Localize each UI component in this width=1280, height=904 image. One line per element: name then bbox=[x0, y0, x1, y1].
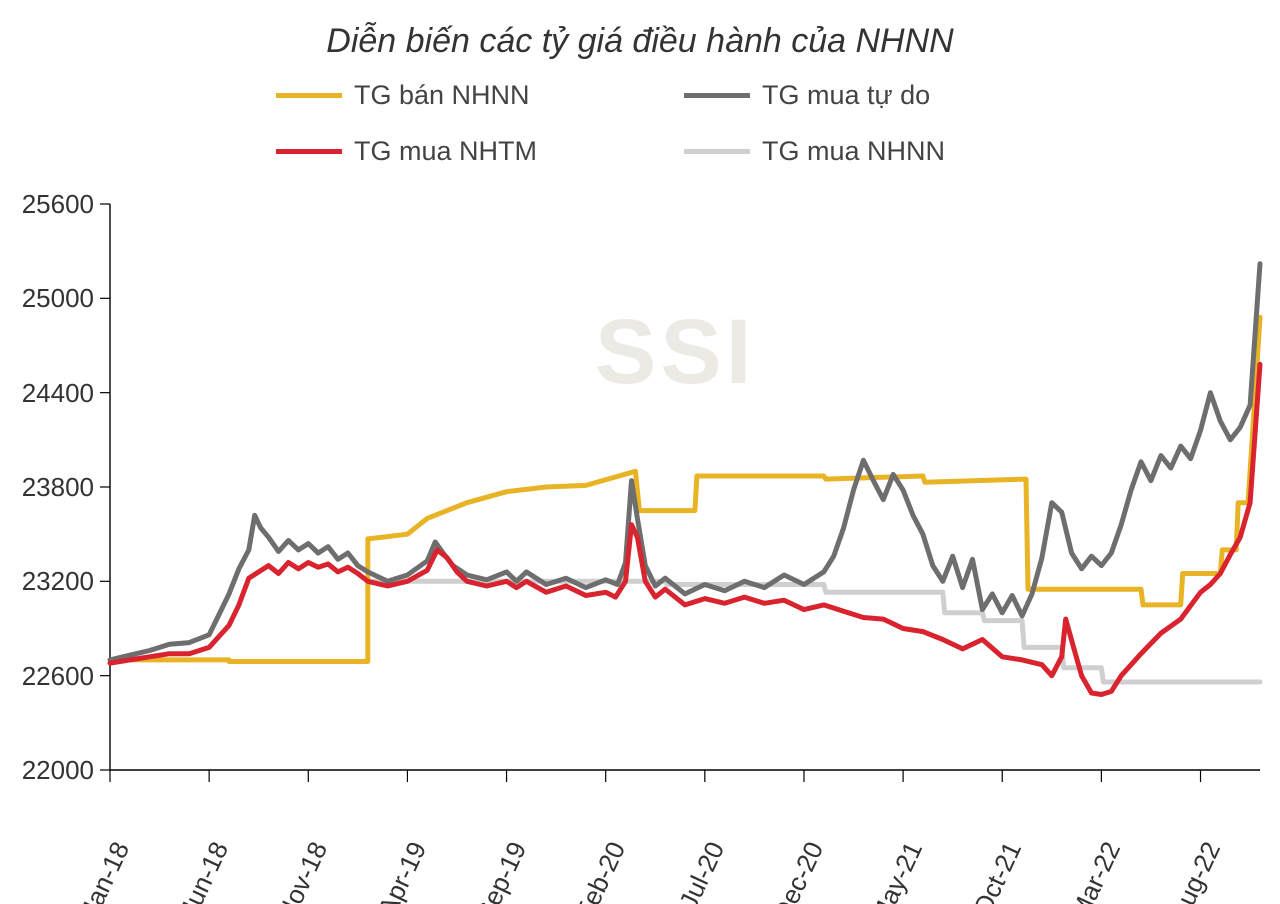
series-tg_mua_nhtm bbox=[110, 364, 1260, 694]
y-tick-label: 22600 bbox=[4, 661, 94, 692]
legend-item-tg_mua_tudo: TG mua tự do bbox=[684, 80, 930, 111]
chart-title: Diễn biến các tỷ giá điều hành của NHNN bbox=[0, 22, 1280, 61]
y-tick-label: 24400 bbox=[4, 378, 94, 409]
legend-item-tg_ban_nhnn: TG bán NHNN bbox=[276, 80, 530, 111]
series-tg_mua_tudo bbox=[110, 264, 1260, 660]
legend-item-tg_mua_nhtm: TG mua NHTM bbox=[276, 136, 537, 167]
legend-swatch bbox=[276, 93, 342, 98]
legend-label: TG bán NHNN bbox=[354, 80, 530, 111]
legend-label: TG mua tự do bbox=[762, 80, 930, 111]
y-tick-label: 23200 bbox=[4, 566, 94, 597]
legend-label: TG mua NHTM bbox=[354, 136, 537, 167]
y-tick-label: 25000 bbox=[4, 283, 94, 314]
legend-swatch bbox=[684, 149, 750, 154]
legend-swatch bbox=[276, 149, 342, 154]
legend-item-tg_mua_nhnn: TG mua NHNN bbox=[684, 136, 945, 167]
legend-label: TG mua NHNN bbox=[762, 136, 945, 167]
y-tick-label: 23800 bbox=[4, 472, 94, 503]
y-tick-label: 25600 bbox=[4, 189, 94, 220]
legend-swatch bbox=[684, 93, 750, 98]
series-tg_ban_nhnn bbox=[110, 317, 1260, 661]
y-tick-label: 22000 bbox=[4, 755, 94, 786]
chart-svg bbox=[0, 0, 1280, 904]
